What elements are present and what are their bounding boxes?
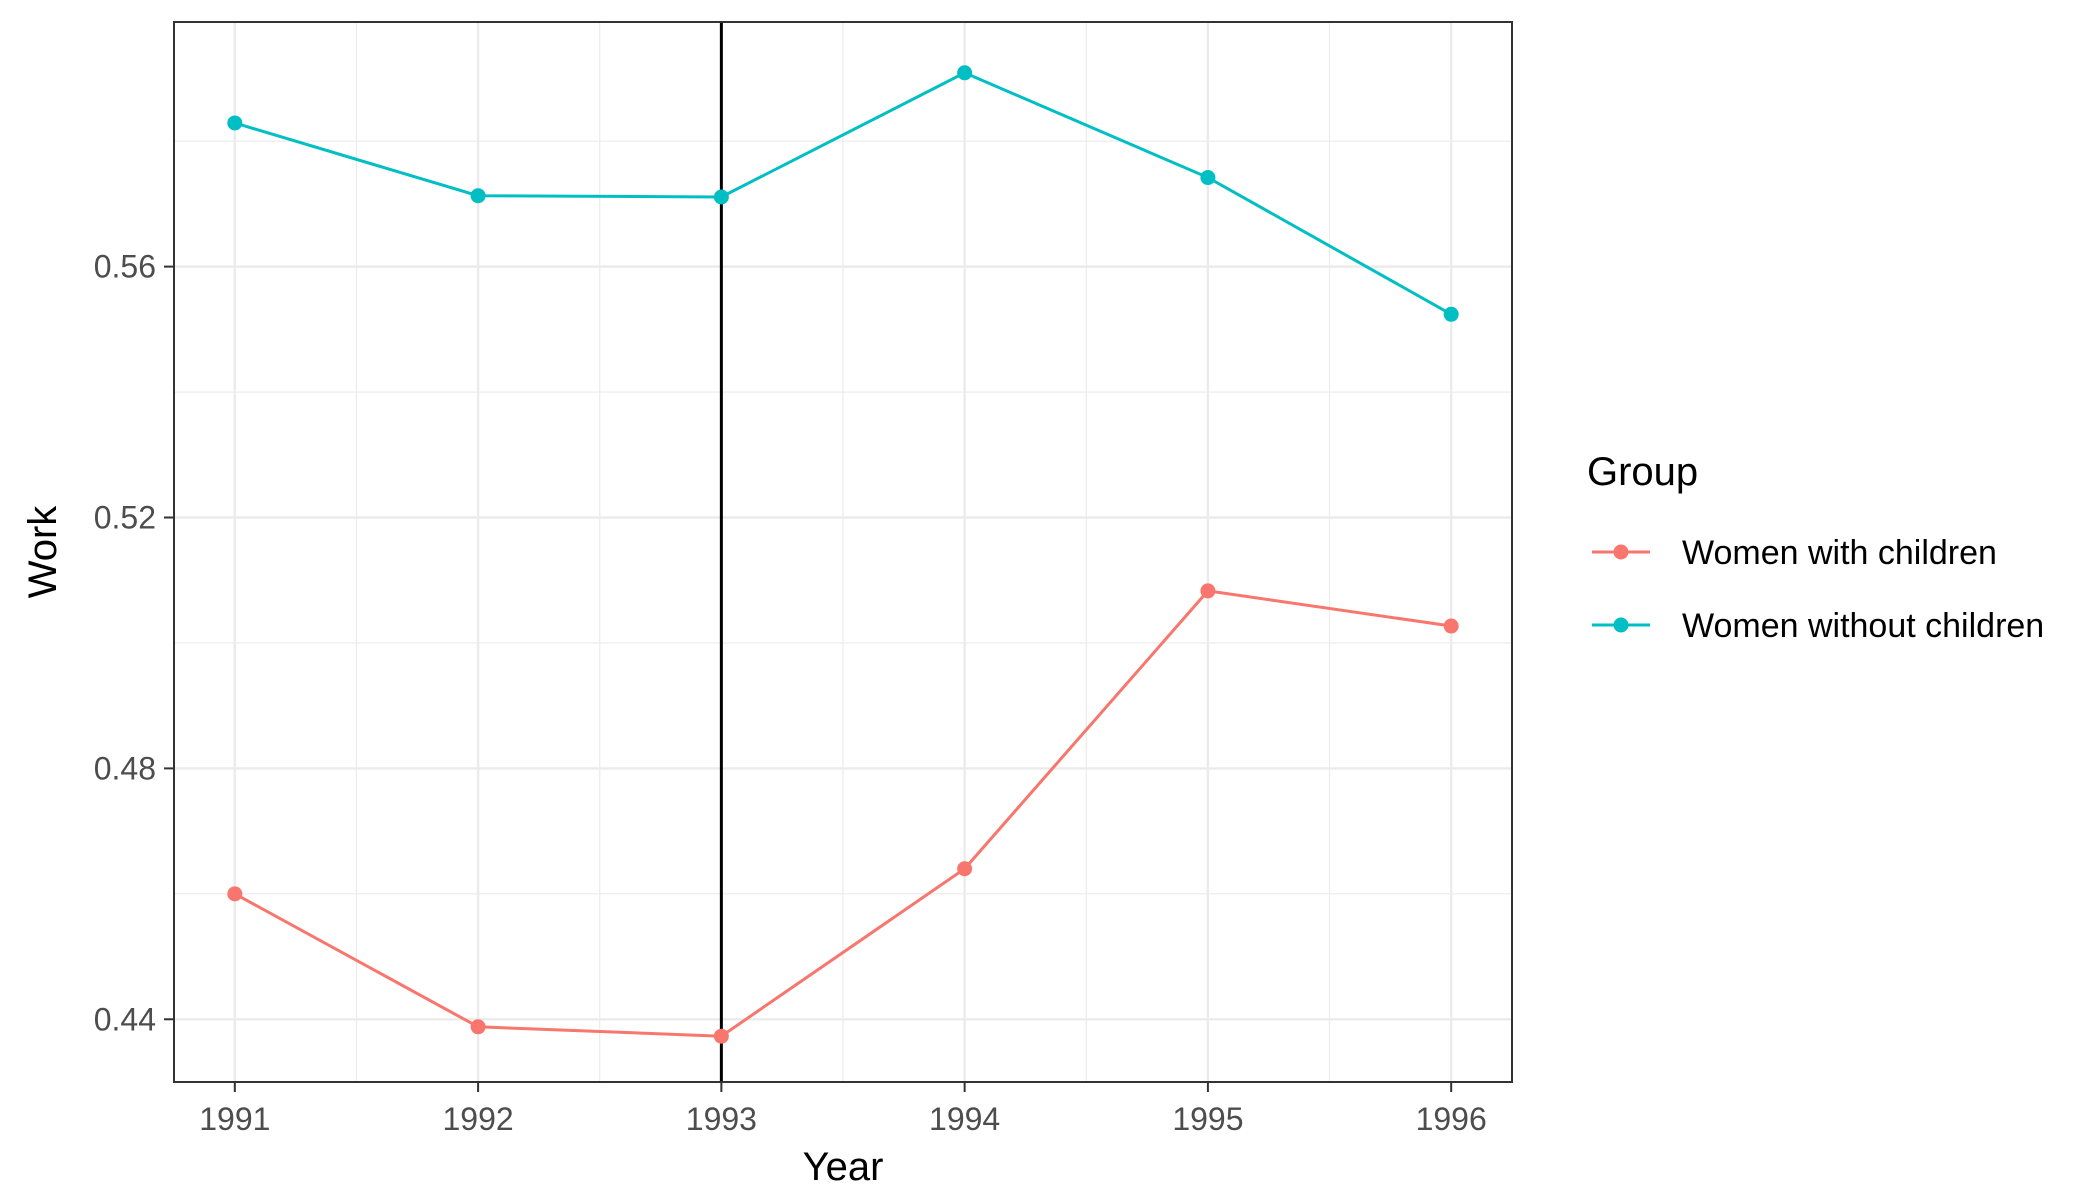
data-point: [470, 188, 486, 204]
plot-border: [173, 21, 1513, 1083]
legend-item: Women without children: [1592, 607, 2044, 645]
legend-label: Women with children: [1682, 534, 1997, 572]
data-point: [1443, 618, 1459, 634]
x-tick-label: 1993: [686, 1101, 757, 1137]
data-point: [957, 65, 973, 81]
series-line: [234, 71, 1452, 316]
legend-title: Group: [1587, 450, 1698, 494]
y-tick-label: 0.56: [94, 249, 156, 285]
legend-key-point: [1613, 617, 1629, 633]
legend-key-point: [1613, 544, 1629, 560]
x-tick-label: 1995: [1172, 1101, 1243, 1137]
x-tick-label: 1996: [1416, 1101, 1487, 1137]
series-1: [227, 583, 1459, 1044]
y-axis-ticks: 0.44 0.48 0.52 0.56: [94, 249, 174, 1037]
legend-item: Women with children: [1592, 534, 1997, 572]
data-point: [1443, 306, 1459, 322]
data-point: [227, 115, 243, 131]
data-point: [713, 189, 729, 205]
legend: Women with children Women without childre…: [1592, 534, 2044, 645]
minor-gridlines: [174, 22, 1512, 1082]
data-point: [957, 861, 973, 877]
y-tick-label: 0.48: [94, 750, 156, 786]
legend-label: Women without children: [1682, 607, 2044, 645]
x-axis-ticks: 1991 1992 1993 1994 1995 1996: [199, 1082, 1487, 1137]
y-axis-title: Work: [21, 505, 65, 599]
data-point: [470, 1019, 486, 1035]
y-tick-label: 0.44: [94, 1001, 156, 1037]
data-point: [1200, 170, 1216, 186]
x-tick-label: 1994: [929, 1101, 1000, 1137]
series-2: [227, 65, 1459, 322]
data-point: [1200, 583, 1216, 599]
data-point: [713, 1028, 729, 1044]
data-point: [227, 886, 243, 902]
series-layer: [227, 65, 1459, 1044]
x-tick-label: 1992: [442, 1101, 513, 1137]
y-tick-label: 0.52: [94, 500, 156, 536]
x-axis-title: Year: [803, 1145, 884, 1189]
x-tick-label: 1991: [199, 1101, 270, 1137]
series-line: [234, 589, 1452, 1038]
